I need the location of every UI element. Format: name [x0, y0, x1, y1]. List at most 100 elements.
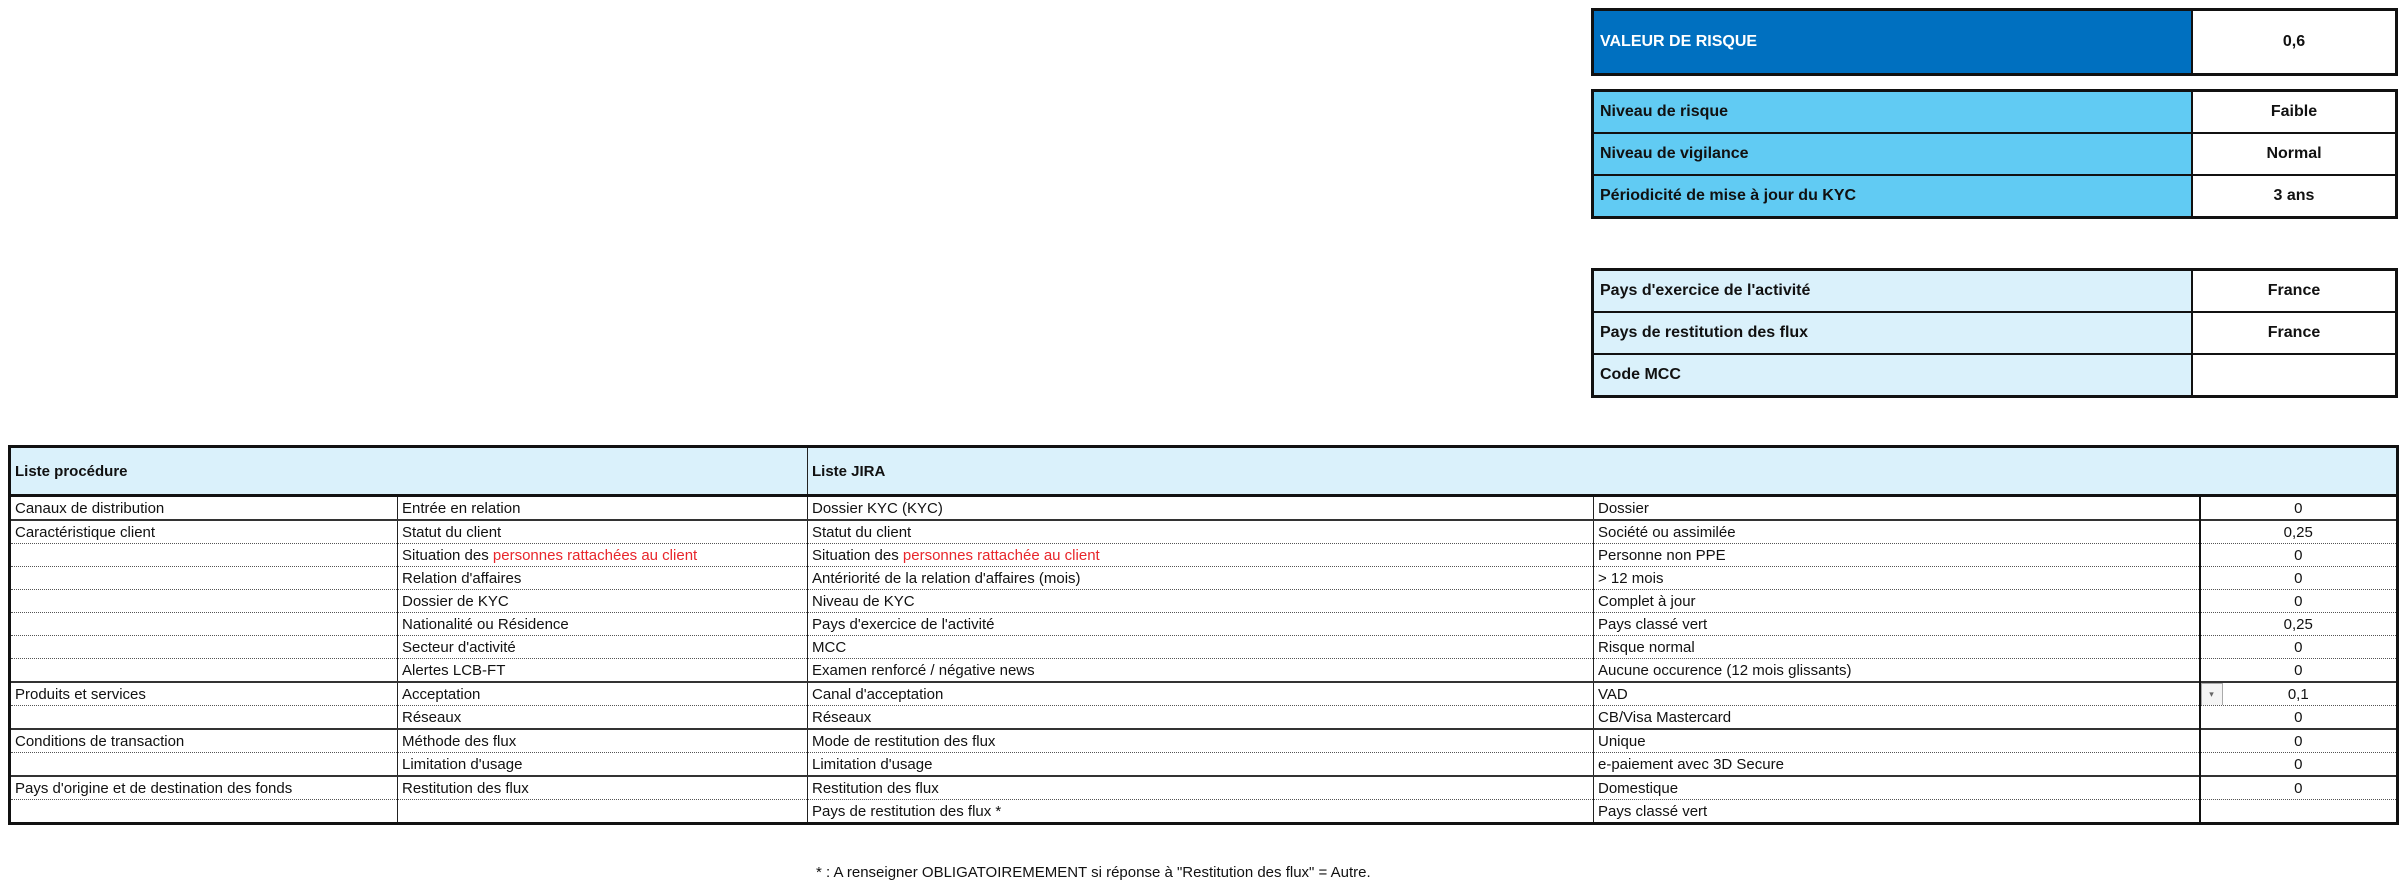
table-row: Nationalité ou Résidence Pays d'exercice …: [9, 612, 2398, 636]
jira-cell: Dossier KYC (KYC): [807, 495, 1594, 521]
answer-cell-text: Complet à jour: [1598, 592, 1696, 610]
score-cell[interactable]: 0: [2198, 495, 2398, 521]
answer-cell-text: Unique: [1598, 732, 1646, 750]
category-cell-text: Caractéristique client: [15, 523, 156, 541]
answer-cell-text: > 12 mois: [1598, 569, 1664, 587]
risk-level-value[interactable]: Faible: [2191, 89, 2398, 134]
category-cell-text: Conditions de transaction: [15, 732, 185, 750]
answer-cell[interactable]: Pays classé vert: [1593, 799, 2200, 824]
answer-cell[interactable]: Aucune occurence (12 mois glissants): [1593, 658, 2200, 683]
category-cell: [9, 589, 398, 613]
procedure-cell: Relation d'affaires: [397, 566, 808, 590]
score-cell[interactable]: 0: [2198, 705, 2398, 730]
answer-cell[interactable]: Unique: [1593, 728, 2200, 753]
category-cell: [9, 635, 398, 659]
answer-cell[interactable]: Dossier: [1593, 495, 2200, 521]
table-row: Conditions de transaction Méthode des flu…: [9, 728, 2398, 753]
score-cell[interactable]: 0: [2198, 658, 2398, 683]
jira-cell: Restitution des flux: [807, 775, 1594, 800]
highlighted-text: personnes rattachées au client: [492, 546, 698, 564]
score-cell[interactable]: [2198, 799, 2398, 824]
answer-cell[interactable]: Risque normal: [1593, 635, 2200, 659]
score-cell[interactable]: 0,1 ▾: [2198, 681, 2398, 706]
header-procedure: Liste procédure: [9, 446, 808, 497]
answer-cell[interactable]: Société ou assimilée: [1593, 519, 2200, 544]
procedure-cell: Restitution des flux: [397, 775, 808, 800]
jira-cell-text: Mode de restitution des flux: [812, 732, 996, 750]
answer-cell-text: Société ou assimilée: [1598, 523, 1736, 541]
flux-country-value[interactable]: France: [2191, 311, 2398, 355]
score-cell-text: 0,25: [2283, 523, 2313, 541]
score-cell[interactable]: 0: [2198, 589, 2398, 613]
jira-cell: MCC: [807, 635, 1594, 659]
score-cell[interactable]: 0: [2198, 752, 2398, 777]
kyc-period-value[interactable]: 3 ans: [2191, 174, 2398, 219]
jira-cell-text: Restitution des flux: [812, 779, 939, 797]
jira-cell: Réseaux: [807, 705, 1594, 730]
answer-cell[interactable]: > 12 mois: [1593, 566, 2200, 590]
jira-cell: Pays d'exercice de l'activité: [807, 612, 1594, 636]
procedure-cell-text: Relation d'affaires: [402, 569, 522, 587]
score-cell-text: 0: [2294, 592, 2303, 610]
answer-cell[interactable]: e-paiement avec 3D Secure: [1593, 752, 2200, 777]
procedure-cell: Statut du client: [397, 519, 808, 544]
table-row: Relation d'affaires Antériorité de la rel…: [9, 566, 2398, 590]
score-cell[interactable]: 0: [2198, 635, 2398, 659]
score-cell[interactable]: 0: [2198, 543, 2398, 567]
score-cell[interactable]: 0: [2198, 728, 2398, 753]
procedure-cell: Alertes LCB-FT: [397, 658, 808, 683]
procedure-cell: Réseaux: [397, 705, 808, 730]
mcc-code-label: Code MCC: [1591, 353, 2193, 398]
table-row: Limitation d'usage Limitation d'usage e-pa…: [9, 752, 2398, 777]
answer-cell-text: Pays classé vert: [1598, 802, 1708, 820]
risk-value-box: VALEUR DE RISQUE 0,6: [1591, 8, 2398, 76]
category-cell: [9, 799, 398, 824]
score-cell[interactable]: 0,25: [2198, 612, 2398, 636]
score-cell[interactable]: 0: [2198, 566, 2398, 590]
category-cell-text: Pays d'origine et de destination des fon…: [15, 779, 293, 797]
table-row: Pays d'origine et de destination des fon…: [9, 775, 2398, 800]
procedure-cell-text: Dossier de KYC: [402, 592, 509, 610]
procedure-cell-text: Statut du client: [402, 523, 502, 541]
activity-country-value[interactable]: France: [2191, 268, 2398, 313]
score-cell[interactable]: 0,25: [2198, 519, 2398, 544]
highlighted-text: personnes rattachée au client: [902, 546, 1100, 564]
category-cell-text: Canaux de distribution: [15, 499, 165, 517]
procedure-cell-text: Nationalité ou Résidence: [402, 615, 569, 633]
answer-cell-text: Domestique: [1598, 779, 1679, 797]
table-row: Dossier de KYC Niveau de KYC Complet à jou…: [9, 589, 2398, 613]
answer-cell[interactable]: CB/Visa Mastercard: [1593, 705, 2200, 730]
category-cell: [9, 658, 398, 683]
score-cell-text: 0: [2294, 779, 2303, 797]
answer-cell[interactable]: Pays classé vert: [1593, 612, 2200, 636]
mcc-code-value[interactable]: [2191, 353, 2398, 398]
answer-cell[interactable]: Personne non PPE: [1593, 543, 2200, 567]
category-cell: Produits et services: [9, 681, 398, 706]
answer-cell-text: Risque normal: [1598, 638, 1695, 656]
jira-cell-text: Dossier KYC (KYC): [812, 499, 943, 517]
dropdown-arrow-icon[interactable]: ▾: [2201, 683, 2223, 705]
category-cell: [9, 543, 398, 567]
answer-cell[interactable]: VAD: [1593, 681, 2200, 706]
answer-cell[interactable]: Domestique: [1593, 775, 2200, 800]
header-jira: Liste JIRA: [807, 446, 2398, 497]
procedure-cell: Limitation d'usage: [397, 752, 808, 777]
kyc-period-label: Périodicité de mise à jour du KYC: [1591, 174, 2193, 219]
table-row: Situation des personnes rattachées au cl…: [9, 543, 2398, 567]
risk-value-cell[interactable]: 0,6: [2191, 8, 2398, 76]
score-cell-text: 0: [2294, 638, 2303, 656]
answer-cell[interactable]: Complet à jour: [1593, 589, 2200, 613]
risk-level-label: Niveau de risque: [1591, 89, 2193, 134]
risk-summary-box: Niveau de risque Faible Niveau de vigilan…: [1591, 89, 2398, 219]
procedure-cell: Nationalité ou Résidence: [397, 612, 808, 636]
answer-cell-text: VAD: [1598, 685, 1628, 703]
jira-cell-text: MCC: [812, 638, 847, 656]
answer-cell-text: Aucune occurence (12 mois glissants): [1598, 661, 1852, 679]
score-cell[interactable]: 0: [2198, 775, 2398, 800]
procedure-cell: Secteur d'activité: [397, 635, 808, 659]
procedure-cell: Dossier de KYC: [397, 589, 808, 613]
score-cell-text: 0: [2294, 708, 2303, 726]
score-cell-text: 0: [2294, 755, 2303, 773]
table-row: Réseaux Réseaux CB/Visa Mastercard 0: [9, 705, 2398, 730]
vigilance-value[interactable]: Normal: [2191, 132, 2398, 176]
